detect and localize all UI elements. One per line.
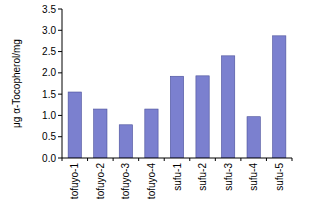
x-axis (62, 158, 292, 159)
x-tick (164, 158, 165, 161)
x-tick (292, 158, 293, 161)
x-tick-label: tofuyo-2 (95, 163, 106, 200)
y-tick-label: 3.5 (42, 4, 56, 15)
x-tick-label: sufu-1 (172, 163, 183, 191)
y-tick (58, 158, 62, 159)
x-tick (138, 158, 139, 161)
x-tick (189, 158, 190, 161)
chart-svg: 0.0 0.5 1.0 1.5 2.0 2.5 3.0 3.5 tofuyo-1 tofuyo-2… (0, 0, 316, 222)
y-tick (58, 9, 62, 10)
bars (68, 36, 286, 158)
y-tick-label: 3.0 (42, 25, 56, 36)
x-tick-label: sufu-5 (274, 163, 285, 191)
y-tick (58, 136, 62, 137)
x-tick-label: sufu-4 (248, 163, 259, 191)
x-tick-label: tofuyo-4 (146, 163, 157, 200)
x-tick-label: tofuyo-1 (69, 163, 80, 200)
bar (221, 56, 234, 158)
y-tick-label: 0.0 (42, 153, 56, 164)
bar (94, 109, 107, 158)
x-tick (62, 158, 63, 161)
bar (119, 125, 132, 158)
x-tick (266, 158, 267, 161)
y-tick-label: 1.0 (42, 110, 56, 121)
y-tick (58, 72, 62, 73)
x-tick-label: sufu-2 (197, 163, 208, 191)
bar (196, 76, 209, 158)
bar (68, 92, 81, 158)
bar (145, 109, 158, 158)
y-tick-label: 2.5 (42, 46, 56, 57)
x-tick-label: sufu-3 (223, 163, 234, 191)
x-tick (87, 158, 88, 161)
bar (273, 36, 286, 158)
y-axis-label: μg α-Tocopherol/mg (11, 39, 22, 128)
x-tick (240, 158, 241, 161)
y-axis (62, 9, 63, 158)
y-tick (58, 115, 62, 116)
x-tick (215, 158, 216, 161)
y-tick-label: 0.5 (42, 131, 56, 142)
chart-container: 0.0 0.5 1.0 1.5 2.0 2.5 3.0 3.5 tofuyo-1 tofuyo-2… (0, 0, 316, 222)
y-tick (58, 30, 62, 31)
y-tick (58, 51, 62, 52)
x-tick-label: tofuyo-3 (120, 163, 131, 200)
bar (170, 76, 183, 158)
y-tick-label: 2.0 (42, 67, 56, 78)
bar (247, 117, 260, 158)
y-tick-label: 1.5 (42, 89, 56, 100)
y-tick (58, 94, 62, 95)
x-tick (113, 158, 114, 161)
